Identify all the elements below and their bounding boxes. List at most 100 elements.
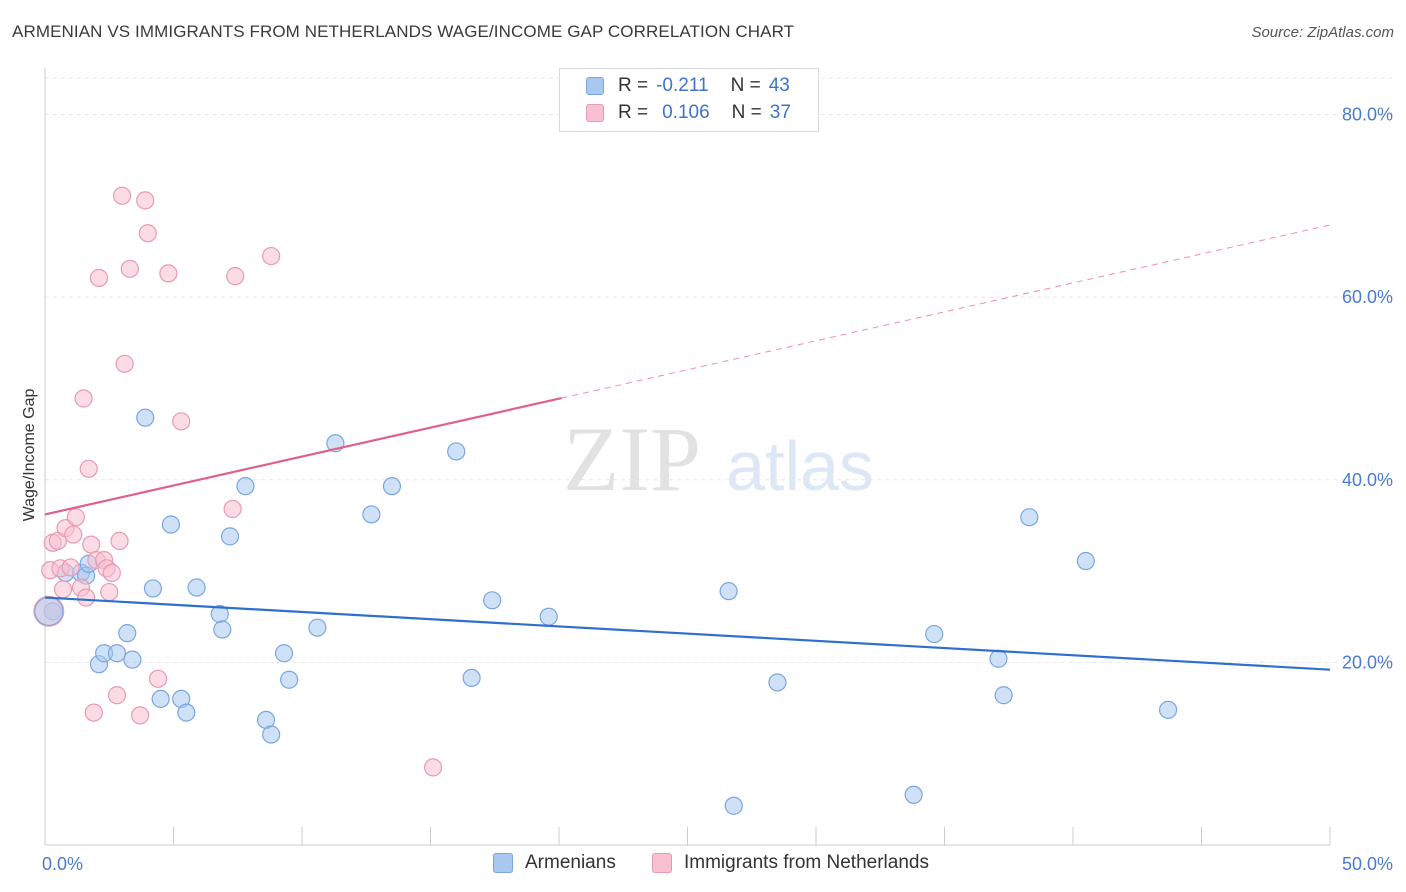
- point-netherlands: [102, 563, 121, 582]
- point-netherlands: [100, 582, 119, 602]
- point-armenians: [483, 591, 502, 610]
- point-armenians: [989, 649, 1008, 668]
- axes: [44, 68, 1331, 846]
- legend-n-value: 37: [769, 102, 791, 123]
- point-armenians: [462, 668, 481, 688]
- point-armenians: [382, 477, 402, 496]
- point-armenians: [768, 673, 787, 692]
- watermark: ZIP atlas: [563, 408, 874, 510]
- x-tick-label: 0.0%: [42, 854, 83, 874]
- point-armenians: [274, 644, 294, 663]
- point-netherlands: [107, 686, 127, 705]
- point-netherlands: [172, 412, 191, 431]
- point-armenians: [719, 582, 738, 601]
- point-armenians: [904, 785, 923, 804]
- point-netherlands: [61, 558, 80, 577]
- point-armenians: [280, 670, 299, 689]
- point-armenians: [34, 596, 64, 626]
- point-netherlands: [82, 535, 101, 554]
- point-armenians: [136, 408, 155, 427]
- legend-label-armenians: Armenians: [525, 852, 616, 873]
- y-tick-label: 40.0%: [1342, 470, 1393, 490]
- data-points: [33, 186, 1178, 815]
- tick-labels: 20.0% 40.0% 60.0% 80.0% 0.0% 50.0%: [42, 105, 1393, 874]
- point-armenians: [362, 505, 381, 524]
- y-tick-label: 60.0%: [1342, 287, 1393, 307]
- legend-r-value: -0.211: [656, 75, 709, 96]
- legend-swatch-armenians: [586, 77, 604, 95]
- point-armenians: [308, 618, 327, 637]
- legend-n-label: N =: [731, 102, 762, 123]
- point-netherlands: [77, 588, 96, 607]
- point-armenians: [161, 515, 181, 534]
- point-armenians: [143, 579, 163, 598]
- point-armenians: [262, 725, 281, 744]
- series-legend: Armenians Immigrants from Netherlands: [0, 852, 1406, 878]
- point-netherlands: [262, 246, 281, 266]
- point-netherlands: [120, 259, 139, 278]
- legend-row-netherlands: R = 0.106 N = 37: [586, 100, 791, 126]
- chart-source: Source: ZipAtlas.com: [1251, 24, 1394, 41]
- legend-label-netherlands: Immigrants from Netherlands: [684, 852, 929, 873]
- point-netherlands: [84, 703, 103, 722]
- legend-swatch-armenians: [493, 853, 513, 873]
- point-armenians: [236, 477, 255, 496]
- y-axis-label: Wage/Income Gap: [21, 389, 38, 522]
- trend-netherlands: [44, 397, 562, 516]
- point-armenians: [213, 620, 232, 639]
- trend-lines: [44, 224, 1331, 671]
- point-netherlands: [53, 580, 73, 599]
- legend-swatch-netherlands: [652, 853, 672, 873]
- point-netherlands: [130, 706, 150, 725]
- x-tick-label: 50.0%: [1342, 854, 1393, 874]
- point-armenians: [177, 703, 196, 722]
- legend-r-label: R =: [618, 75, 649, 96]
- point-netherlands: [159, 264, 178, 283]
- legend-n-value: 43: [768, 75, 790, 96]
- point-armenians: [118, 624, 137, 643]
- point-netherlands: [64, 525, 83, 544]
- trend-netherlands-extension: [561, 224, 1331, 399]
- point-netherlands: [33, 595, 65, 627]
- y-tick-label: 80.0%: [1342, 105, 1393, 125]
- point-armenians: [151, 689, 170, 709]
- point-netherlands: [223, 499, 242, 519]
- legend-item-netherlands[interactable]: Immigrants from Netherlands: [652, 852, 929, 874]
- legend-n-label: N =: [730, 75, 761, 96]
- point-armenians: [187, 578, 206, 597]
- legend-item-armenians[interactable]: Armenians: [493, 852, 616, 874]
- point-netherlands: [115, 354, 134, 373]
- point-armenians: [994, 686, 1013, 705]
- point-netherlands: [79, 459, 98, 478]
- stats-legend: R = -0.211 N = 43 R = 0.106 N = 37: [559, 68, 819, 132]
- point-armenians: [1076, 551, 1095, 571]
- watermark-zip: ZIP: [563, 408, 701, 510]
- point-netherlands: [138, 224, 157, 243]
- watermark-atlas: atlas: [726, 427, 874, 505]
- point-armenians: [447, 442, 466, 461]
- y-tick-label: 20.0%: [1342, 652, 1393, 672]
- point-netherlands: [74, 389, 93, 408]
- point-armenians: [1020, 508, 1039, 527]
- point-armenians: [220, 527, 240, 546]
- point-netherlands: [148, 669, 168, 688]
- trend-armenians: [44, 596, 1331, 671]
- point-armenians: [107, 644, 127, 663]
- point-armenians: [123, 650, 142, 669]
- point-armenians: [724, 796, 743, 815]
- point-netherlands: [136, 191, 155, 210]
- point-netherlands: [112, 186, 132, 205]
- grid-lines: [45, 77, 1392, 663]
- legend-swatch-netherlands: [586, 104, 604, 122]
- point-armenians: [925, 624, 944, 644]
- legend-row-armenians: R = -0.211 N = 43: [586, 73, 790, 99]
- point-netherlands: [66, 508, 85, 527]
- point-netherlands: [226, 267, 245, 286]
- point-netherlands: [110, 531, 129, 551]
- point-netherlands: [423, 758, 443, 777]
- legend-r-label: R =: [618, 102, 649, 123]
- legend-r-value: 0.106: [662, 102, 710, 123]
- point-armenians: [539, 607, 558, 626]
- point-armenians: [1158, 700, 1178, 719]
